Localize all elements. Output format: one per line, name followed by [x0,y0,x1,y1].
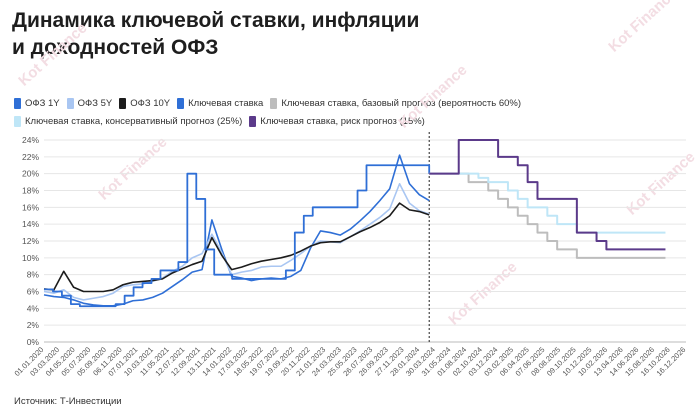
chart-legend: ОФЗ 1Y ОФЗ 5Y ОФЗ 10Y Ключевая ставка Ключев… [14,96,614,132]
legend-label: Ключевая ставка, консервативный прогноз … [25,116,243,127]
legend-swatch [66,98,74,109]
y-tick-label: 10% [22,253,39,263]
y-tick-label: 4% [27,303,40,313]
legend-label: Ключевая ставка, риск прогноз (15%) [260,116,425,127]
chart-title-line2: и доходностей ОФЗ [12,36,219,59]
source-note: Источник: Т-Инвестиции [14,396,122,407]
series-line-2 [43,202,430,293]
legend-item: Ключевая ставка, риск прогноз (15%) [249,114,425,129]
legend-item: ОФЗ 10Y [119,96,170,111]
y-tick-label: 8% [27,270,40,280]
legend-item: ОФЗ 5Y [66,96,113,111]
series-line-5 [429,172,666,234]
y-tick-label: 6% [27,287,40,297]
legend-swatch [119,98,127,109]
series-line-0 [43,154,430,307]
series-line-4 [429,172,666,259]
chart-title: Динамика ключевой ставки, инфляции и дох… [12,7,472,61]
y-tick-label: 24% [22,135,39,145]
legend-item: ОФЗ 1Y [14,96,60,111]
legend-item: Ключевая ставка, консервативный прогноз … [14,114,242,129]
legend-swatch [270,98,278,109]
y-tick-label: 18% [22,186,39,196]
legend-swatch [14,116,21,127]
series-line-1 [43,182,430,301]
y-tick-label: 20% [22,169,39,179]
legend-swatch [14,98,21,109]
legend-item: Ключевая ставка [177,96,263,111]
legend-label: ОФЗ 5Y [77,98,113,109]
chart-title-line1: Динамика ключевой ставки, инфляции [12,9,420,32]
legend-label: Ключевая ставка, базовый прогноз (вероят… [281,98,522,109]
y-tick-label: 16% [22,202,39,212]
series-line-6 [429,139,666,251]
legend-label: Ключевая ставка [188,98,264,109]
y-tick-label: 2% [27,320,40,330]
series-line-3 [44,164,431,308]
y-tick-label: 0% [27,337,40,347]
legend-label: ОФЗ 10Y [130,98,171,109]
legend-label: ОФЗ 1Y [25,98,60,109]
legend-item: Ключевая ставка, базовый прогноз (вероят… [270,96,521,111]
legend-swatch [177,98,185,109]
legend-swatch [249,116,257,127]
y-tick-label: 14% [22,219,39,229]
y-tick-label: 22% [22,152,39,162]
y-tick-label: 12% [22,236,39,246]
